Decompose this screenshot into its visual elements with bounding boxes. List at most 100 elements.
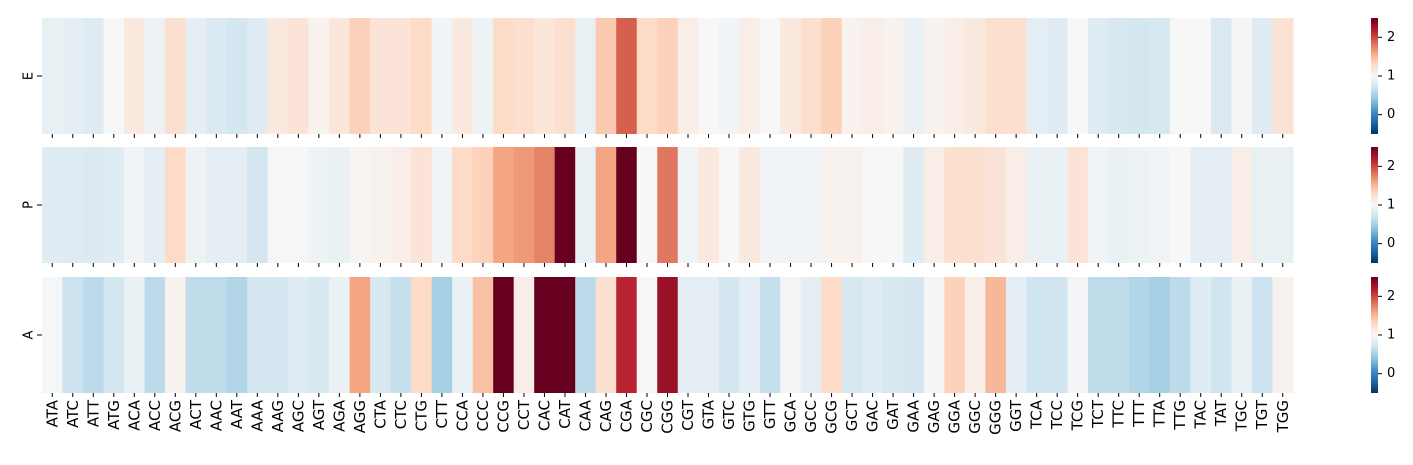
heatmap-cell (329, 277, 351, 393)
heatmap-cell (1046, 277, 1069, 393)
x-tick-label: TCG (1069, 400, 1087, 431)
heatmap-cell (677, 147, 699, 263)
heatmap-cell (1067, 18, 1089, 134)
heatmap-cell (595, 18, 617, 134)
heatmap-cell (1026, 147, 1048, 263)
heatmap-cell (759, 147, 781, 263)
heatmap-cell (329, 147, 351, 263)
heatmap-cell (1272, 18, 1294, 134)
x-tick-label: TCC (1048, 400, 1066, 430)
heatmap-cell (862, 18, 884, 134)
heatmap-cell (985, 147, 1007, 263)
heatmap-cell (554, 147, 576, 263)
heatmap-cell (718, 277, 740, 393)
heatmap-cell (1190, 18, 1212, 134)
heatmap-cell (513, 147, 535, 263)
heatmap-cell (759, 277, 781, 393)
heatmap-cell (124, 277, 146, 393)
heatmap-cell (595, 147, 617, 263)
x-tick-label: AAG (269, 400, 287, 432)
heatmap-cell (185, 18, 207, 134)
heatmap-cell (226, 147, 248, 263)
heatmap-cell (636, 18, 658, 134)
heatmap-cell (1231, 277, 1253, 393)
heatmap-cell (616, 18, 638, 134)
heatmap-cell (83, 277, 105, 393)
heatmap-cell (165, 147, 187, 263)
heatmap-cell (657, 18, 679, 134)
heatmap-cell (1087, 147, 1110, 263)
heatmap-cell (1272, 277, 1294, 393)
heatmap-cell (903, 147, 925, 263)
heatmap-cell (841, 18, 863, 134)
heatmap-cell (308, 147, 330, 263)
heatmap-cell (698, 277, 720, 393)
x-tick-label: GCC (802, 400, 820, 433)
colorbar-tick-label: 0 (1387, 366, 1395, 381)
heatmap-cell (1251, 147, 1274, 263)
heatmap-cell (267, 277, 289, 393)
heatmap-cell (923, 277, 945, 393)
x-tick-label: AGG (351, 400, 369, 433)
heatmap-cell (103, 277, 125, 393)
heatmap-cell (1272, 147, 1294, 263)
colorbar-tick-label: 1 (1387, 69, 1395, 84)
heatmap-cell (144, 18, 166, 134)
x-tick-label: CAA (576, 399, 594, 431)
heatmap-cell (575, 147, 597, 263)
x-tick-label: ATA (43, 399, 61, 427)
heatmap-cell (1169, 18, 1192, 134)
heatmap-cell (534, 147, 556, 263)
heatmap-cell (616, 147, 638, 263)
heatmap-cell (780, 147, 802, 263)
x-tick-label: TTT (1130, 399, 1148, 428)
x-tick-label: CAC (535, 400, 553, 431)
heatmap-cell (780, 18, 802, 134)
x-tick-label: CTT (433, 399, 451, 428)
heatmap-cell (390, 277, 412, 393)
heatmap-cell (657, 277, 679, 393)
heatmap-cell (698, 18, 720, 134)
x-tick-label: AGT (310, 399, 328, 430)
heatmap-cell (882, 147, 904, 263)
x-tick-label: GTT (761, 399, 779, 429)
heatmap-cell (1190, 277, 1212, 393)
x-tick-label: GAC (864, 400, 882, 432)
heatmap-cell (1046, 147, 1069, 263)
heatmap-cell (1231, 147, 1253, 263)
heatmap-cell (411, 147, 433, 263)
colorbars: 0 1 2 0 1 2 0 1 2 (1371, 18, 1395, 393)
heatmap-cell (800, 18, 822, 134)
heatmap-cell (575, 18, 597, 134)
heatmap-cell (165, 18, 187, 134)
heatmap-cell (452, 147, 474, 263)
x-tick-label: CGA (617, 399, 635, 432)
x-tick-label: TGG (1274, 400, 1292, 433)
heatmap-cell (1046, 18, 1069, 134)
heatmap-cell (288, 147, 310, 263)
x-tick-label: ATG (105, 400, 123, 430)
heatmap-cell (985, 277, 1007, 393)
x-tick-label: GGT (1007, 399, 1025, 432)
colorbar-tick-label: 0 (1387, 236, 1395, 251)
heatmap-cell (1149, 277, 1171, 393)
heatmap-cell (288, 277, 310, 393)
heatmap-cell (62, 18, 84, 134)
x-tick-label: GAA (905, 399, 923, 432)
heatmap-cell (821, 18, 843, 134)
x-tick-label: AAA (248, 399, 266, 431)
x-tick-label: GGA (946, 399, 964, 433)
heatmap-cell (411, 277, 433, 393)
heatmap-cell (739, 277, 761, 393)
x-tick-label: CTG (412, 400, 430, 431)
x-tick-label: GAG (925, 400, 943, 433)
heatmap-cell (370, 147, 392, 263)
heatmap-cell (103, 18, 125, 134)
heatmap-cell (103, 147, 125, 263)
heatmap-cell (882, 277, 904, 393)
x-tick-label: ACC (146, 400, 164, 431)
heatmap-cell (1005, 18, 1027, 134)
x-tick-label: AAT (228, 399, 246, 429)
heatmap-cell (308, 277, 330, 393)
x-tick-label: GCG (823, 400, 841, 434)
